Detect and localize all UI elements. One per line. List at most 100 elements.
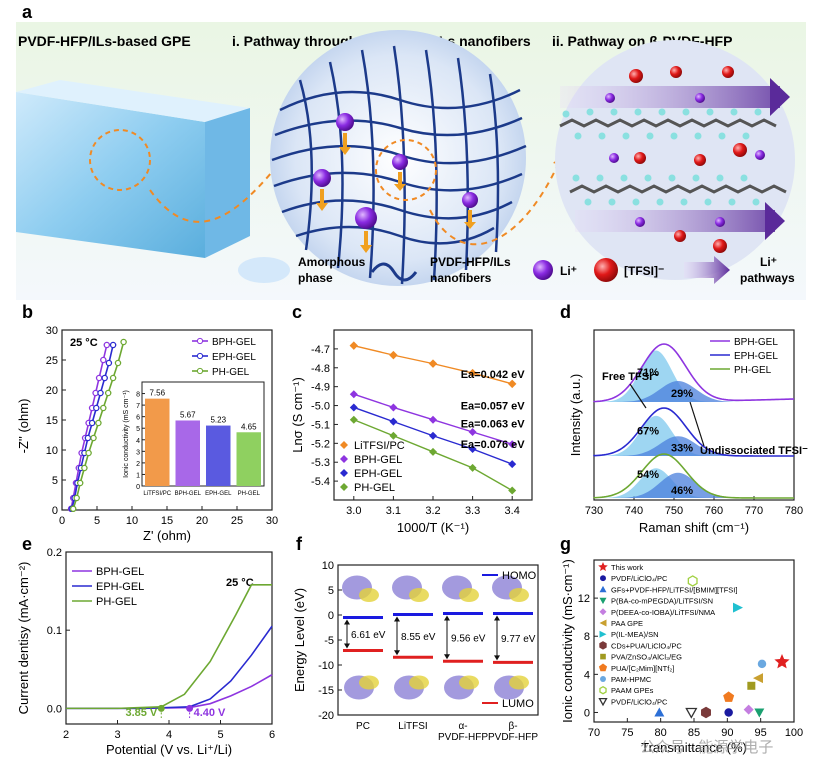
panel-a-title-left: PVDF-HFP/ILs-based GPE [18, 33, 191, 49]
activation-energy-label: Ea=0.063 eV [461, 418, 526, 430]
undissociated-tfsi-band [602, 380, 746, 402]
y-tick-label: 30 [46, 325, 58, 337]
homo-orbital-image [359, 588, 379, 602]
x-axis-title: Raman shift (cm⁻¹) [639, 520, 749, 535]
y-tick-label: -4.9 [311, 382, 330, 394]
scatter-point-5 [753, 673, 763, 684]
inset-bar-LiTFSI/PC [145, 398, 170, 486]
data-point [105, 359, 113, 367]
data-point [389, 431, 398, 440]
inset-y-tick-label: 7 [136, 403, 140, 410]
gap-arrowhead-down [444, 654, 450, 660]
y-axis-title: Ionic conductivity (mS·cm⁻¹) [560, 559, 575, 723]
y-tick-label: 0 [52, 505, 58, 517]
legend-label: PH-GEL [212, 367, 250, 378]
panel-c: c 3.0 3.1 3.2 3.3 3.4 -4.7 -4.8 -4.9 -5.0 -5.1 -5.2… [290, 302, 533, 535]
legend-label: BPH-GEL [354, 454, 402, 466]
data-point [88, 419, 96, 427]
y-axis-title: Current dentisy (mA·cm⁻²) [16, 562, 31, 715]
x-tick-label: 760 [705, 505, 723, 517]
inset-y-title: Ionic conductivity (mS cm⁻¹) [123, 390, 130, 478]
gap-arrowhead-up [344, 619, 350, 625]
data-point [428, 359, 438, 368]
y-tick-label: 8 [584, 631, 590, 643]
y-tick-label: 20 [46, 385, 58, 397]
legend-label: EPH-GEL [96, 581, 144, 593]
x-tick-label: 90 [721, 727, 733, 739]
data-point [76, 479, 84, 487]
annotation-arrow-free [629, 383, 647, 409]
annotation-temp: 25 °C [70, 337, 98, 349]
legend-nanofiber-line1: PVDF-HFP/ILs [430, 255, 511, 269]
y-tick-label: 25 [46, 355, 58, 367]
legend-label: BPH-GEL [212, 337, 256, 348]
legend-lumo-label: LUMO [502, 698, 534, 710]
legend-marker-0 [598, 562, 608, 572]
data-point [468, 445, 477, 453]
category-label: PVDF-HFP [438, 732, 488, 743]
x-tick-label: 3.1 [386, 505, 401, 517]
scatter-point-8 [747, 681, 756, 690]
inset-bar-BPH-GEL [175, 420, 200, 486]
data-point [349, 390, 358, 399]
legend-label: BPH-GEL [96, 566, 144, 578]
legend-marker [340, 441, 348, 449]
y-tick-label: 0.1 [47, 625, 62, 637]
data-point [81, 464, 88, 472]
legend-nanofiber-line2: nanofibers [430, 271, 492, 285]
scatter-point-9 [723, 691, 735, 702]
panel-f-label: f [296, 534, 303, 554]
raman-curve-PH-GEL [593, 453, 794, 499]
legend-marker-2 [599, 585, 607, 593]
gap-arrowhead-down [494, 655, 500, 661]
inset-category-label: BPH-GEL [175, 491, 202, 497]
inset-category-label: LiTFSI/PC [143, 491, 171, 497]
y-tick-label: 5 [328, 585, 334, 597]
data-point [429, 431, 437, 440]
onset-label: 4.40 V [194, 707, 226, 719]
panel-e-label: e [22, 534, 32, 554]
undissociated-tfsi-percent: 46% [671, 485, 693, 497]
y-tick-label: 15 [46, 415, 58, 427]
y-tick-label: -4.8 [311, 363, 330, 375]
legend-marker-12 [598, 697, 608, 707]
panel-b-label: b [22, 302, 33, 322]
category-label: PC [356, 721, 370, 732]
y-tick-label: 10 [46, 445, 58, 457]
data-point [114, 359, 122, 367]
x-tick-label: 730 [585, 505, 603, 517]
activation-energy-label: Ea=0.057 eV [461, 400, 526, 412]
lumo-orbital-image [509, 675, 529, 690]
lsv-curve-EPH-GEL [66, 625, 273, 710]
energy-gap-label: 6.61 eV [351, 630, 386, 641]
legend-label-2: GFs+PVDF-HFP/LiTFSI/[BMIM][TFSI] [611, 585, 737, 594]
y-tick-label: 4 [584, 669, 590, 681]
x-axis-title: 1000/T (K⁻¹) [397, 520, 469, 535]
inset-y-tick-label: 0 [136, 484, 140, 491]
y-tick-label: 5 [52, 475, 58, 487]
data-point [97, 389, 104, 397]
legend-tfsi: [TFSI]⁻ [624, 264, 664, 278]
undissociated-tfsi-band [602, 472, 746, 498]
inset-bar-value: 5.23 [210, 416, 226, 425]
scatter-point-3 [754, 708, 765, 718]
y-tick-label: -15 [318, 685, 334, 697]
legend-marker-7 [599, 641, 607, 650]
data-point [100, 356, 107, 364]
x-tick-label: 20 [196, 515, 208, 527]
amorphous-phase-swatch [238, 257, 290, 283]
y-axis-title: Intensity (a.u.) [568, 374, 583, 456]
undissociated-tfsi-percent: 33% [671, 443, 693, 455]
plot-frame [593, 329, 795, 501]
legend-label: BPH-GEL [734, 337, 778, 348]
panel-c-label: c [292, 302, 302, 322]
x-tick-label: 25 [231, 515, 243, 527]
li-ion-swatch [533, 260, 553, 280]
inset-y-tick-label: 1 [136, 472, 140, 479]
x-axis-title: Potential (V vs. Li⁺/Li) [106, 742, 232, 757]
gap-arrowhead-down [394, 650, 400, 656]
category-label: LiTFSI [398, 721, 427, 732]
legend-amorphous-line1: Amorphous [298, 255, 366, 269]
data-point [389, 403, 398, 412]
